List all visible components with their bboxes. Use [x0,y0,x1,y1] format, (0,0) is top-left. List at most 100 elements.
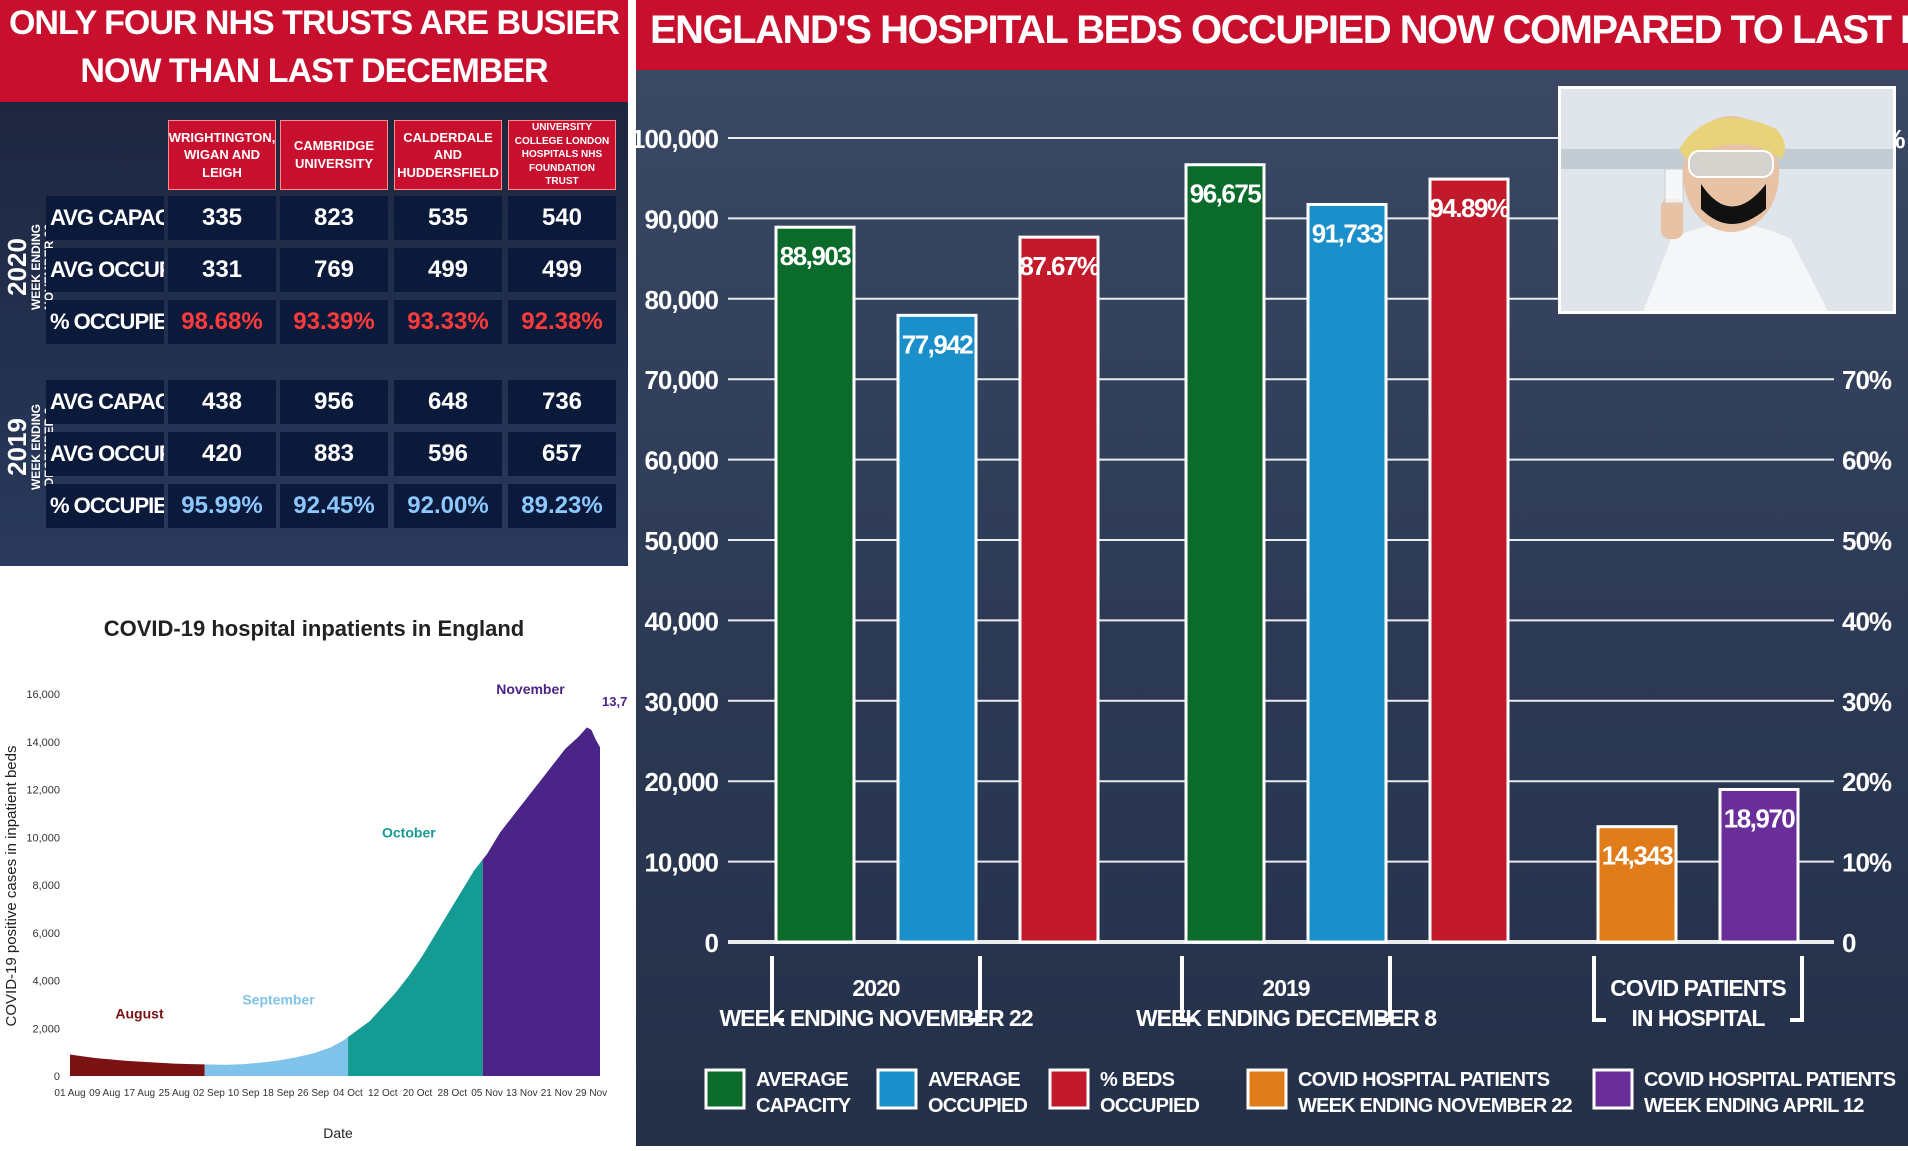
covid-month-label: September [242,991,315,1007]
covid-y-axis-title: COVID-19 positive cases in inpatient bed… [3,746,20,1027]
beds-legend-label-line1: AVERAGE [756,1069,848,1091]
table-cell-2019-r1-c2: 596 [394,432,502,476]
covid-ytick-label: 16,000 [26,689,60,701]
beds-bar-pct [1018,235,1100,944]
table-cell-2019-r2-c2: 92.00% [394,484,502,528]
beds-group-bracket-right [968,956,982,1022]
beds-ytick-right: 70% [1842,365,1892,395]
nhs-trusts-table-panel: ONLY FOUR NHS TRUSTS ARE BUSIER NOW THAN… [0,0,628,566]
year-2020: 2020 [2,238,32,296]
beds-legend-label-line1: COVID HOSPITAL PATIENTS [1644,1069,1896,1091]
beds-legend-label-line2: OCCUPIED [1100,1095,1200,1117]
beds-ytick-left: 70,000 [644,365,718,395]
table-cell-2019-r1-c0: 420 [168,432,276,476]
beds-ytick-left: 50,000 [644,526,718,556]
table-cell-2019-r2-c1: 92.45% [280,484,388,528]
beds-ytick-left: 60,000 [644,446,718,476]
table-cell-2019-r0-c2: 648 [394,380,502,424]
beds-bar-value-label: 18,970 [1724,803,1796,833]
covid-ytick-label: 8,000 [32,880,60,892]
covid-xtick-label: 29 Nov [575,1088,607,1099]
photo-illustration [1561,89,1893,311]
beds-ytick-right: 60% [1842,446,1892,476]
row-label-2019-0: AVG CAPACITY [46,380,164,424]
covid-area-november [482,727,600,1076]
beds-bar-value-label: 91,733 [1312,218,1384,248]
beds-group-bracket-left [1592,956,1606,1022]
column-header-wrightington: WRIGHTINGTON, WIGAN AND LEIGH [168,120,276,190]
row-label-2019-2: % OCCUPIED [46,484,164,528]
beds-legend-swatch [1048,1068,1090,1110]
covid-xtick-label: 05 Nov [471,1088,503,1099]
table-cell-2020-r0-c0: 335 [168,196,276,240]
covid-xtick-label: 13 Nov [506,1088,538,1099]
covid-xtick-label: 01 Aug [54,1088,85,1099]
covid-chart-title: COVID-19 hospital inpatients in England [104,616,524,641]
beds-bar-value-label: 96,675 [1190,179,1262,209]
covid-area-august [70,1054,205,1076]
beds-bar-occupied [896,313,978,944]
covid-ytick-label: 4,000 [32,976,60,988]
table-cell-2019-r0-c3: 736 [508,380,616,424]
beds-ytick-left: 90,000 [644,204,718,234]
beds-legend-label-line1: AVERAGE [928,1069,1020,1091]
beds-legend-swatch [876,1068,918,1110]
beds-bar-covid_apr [1718,787,1800,944]
table-cell-2019-r1-c3: 657 [508,432,616,476]
beds-group-label-line2: WEEK ENDING NOVEMBER 22 [719,1005,1032,1031]
covid-ytick-label: 10,000 [26,832,60,844]
covid-xtick-label: 10 Sep [228,1088,260,1099]
beds-legend-label-line2: WEEK ENDING NOVEMBER 22 [1298,1095,1573,1117]
beds-bar-value-label: 87.67% [1019,251,1100,281]
table-cell-2020-r1-c0: 331 [168,248,276,292]
covid-inpatients-chart-panel: COVID-19 hospital inpatients in England 0… [0,566,642,1146]
covid-month-label: November [496,681,565,697]
table-cell-2020-r0-c3: 540 [508,196,616,240]
covid-xtick-label: 18 Sep [263,1088,295,1099]
covid-xtick-label: 21 Nov [541,1088,573,1099]
beds-bar-value-label: 77,942 [902,329,974,359]
covid-ytick-label: 0 [54,1071,60,1083]
table-cell-2020-r1-c1: 769 [280,248,388,292]
table-cell-2020-r0-c2: 535 [394,196,502,240]
table-cell-2019-r2-c0: 95.99% [168,484,276,528]
beds-ytick-left: 10,000 [644,848,718,878]
beds-bar-value-label: 94.89% [1429,193,1510,223]
table-cell-2020-r2-c3: 92.38% [508,300,616,344]
beds-bar-pct [1428,177,1510,944]
hospital-beds-chart-panel: ENGLAND'S HOSPITAL BEDS OCCUPIED NOW COM… [636,0,1908,1146]
beds-legend-swatch [1592,1068,1634,1110]
covid-ytick-label: 2,000 [32,1023,60,1035]
photo-person-in-lab [1558,86,1896,314]
covid-area-september [204,1037,349,1076]
table-title-band: ONLY FOUR NHS TRUSTS ARE BUSIER NOW THAN… [0,0,628,102]
beds-ytick-right: 0 [1842,928,1856,958]
covid-x-axis-title: Date [323,1125,353,1141]
beds-legend-swatch [704,1068,746,1110]
beds-group-bracket-left [770,956,784,1022]
covid-month-label: August [115,1006,164,1022]
beds-title-band: ENGLAND'S HOSPITAL BEDS OCCUPIED NOW COM… [636,0,1908,70]
beds-ytick-right: 40% [1842,606,1892,636]
beds-group-label-line2: IN HOSPITAL [1632,1005,1766,1031]
beds-group-label-line2: WEEK ENDING DECEMBER 8 [1136,1005,1437,1031]
table-cell-2019-r2-c3: 89.23% [508,484,616,528]
table-cell-2020-r2-c2: 93.33% [394,300,502,344]
beds-ytick-left: 30,000 [644,687,718,717]
covid-ytick-label: 14,000 [26,737,60,749]
beds-ytick-right: 20% [1842,767,1892,797]
table-cell-2020-r1-c3: 499 [508,248,616,292]
table-cell-2019-r0-c0: 438 [168,380,276,424]
row-label-2020-2: % OCCUPIED [46,300,164,344]
covid-ytick-label: 6,000 [32,928,60,940]
table-cell-2020-r2-c1: 93.39% [280,300,388,344]
beds-group-bracket-right [1790,956,1804,1022]
beds-bar-occupied [1306,202,1388,944]
beds-group-label-line1: 2019 [1262,975,1309,1001]
covid-month-label: October [382,824,436,840]
beds-ytick-left: 80,000 [644,285,718,315]
table-cell-2020-r0-c1: 823 [280,196,388,240]
covid-end-value-label: 13,772 [602,694,628,709]
beds-legend-swatch [1246,1068,1288,1110]
beds-bar-covid_nov [1596,825,1678,944]
